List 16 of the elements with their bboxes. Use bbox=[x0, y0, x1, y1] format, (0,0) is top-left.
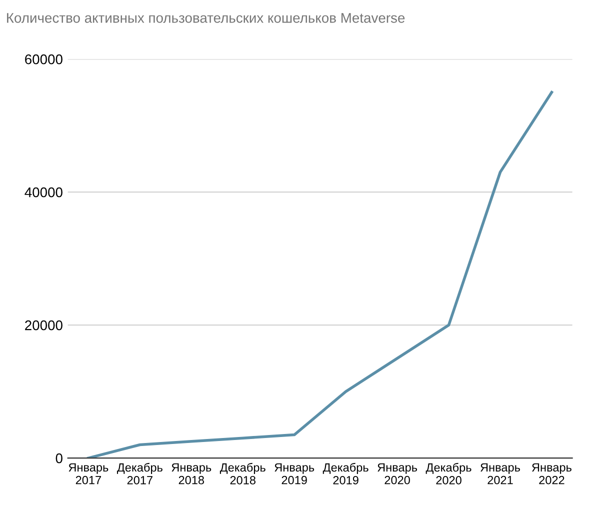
y-tick-label: 40000 bbox=[24, 187, 62, 198]
x-tick-label: Декабрь 2017 bbox=[116, 462, 162, 484]
y-tick-label: 0 bbox=[56, 453, 62, 464]
x-tick-label: Январь 2017 bbox=[68, 463, 108, 484]
x-tick-label: Январь 2022 bbox=[532, 463, 572, 484]
y-tick-label: 60000 bbox=[25, 54, 62, 64]
x-tick-label: Декабрь 2019 bbox=[322, 462, 368, 484]
y-tick-label: 20000 bbox=[25, 320, 62, 330]
x-tick-label: Январь 2020 bbox=[378, 463, 418, 484]
chart-title: Количество активных пользовательских кошельков Metaverse bbox=[7, 13, 405, 23]
x-tick-label: Январь 2021 bbox=[480, 463, 520, 484]
x-tick-label: Декабрь 2020 bbox=[426, 462, 472, 484]
x-tick-label: Январь 2018 bbox=[172, 463, 212, 484]
x-tick-label: Январь 2019 bbox=[274, 463, 314, 484]
line-series bbox=[87, 90, 554, 458]
x-tick-label: Декабрь 2018 bbox=[220, 462, 266, 484]
